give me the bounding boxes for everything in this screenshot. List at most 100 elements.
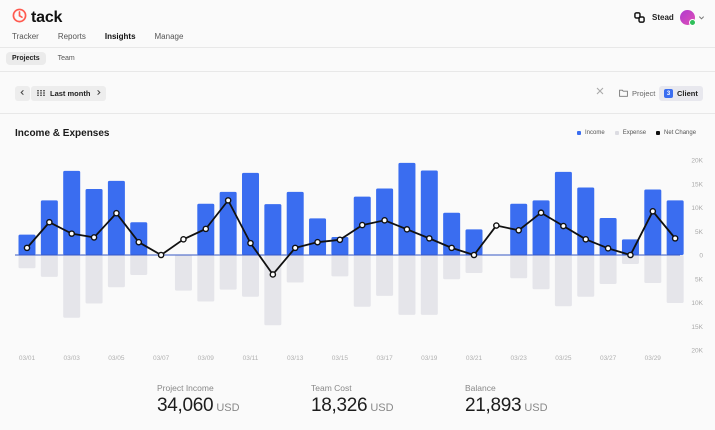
tab-projects[interactable]: Projects <box>6 52 46 65</box>
income-bar <box>331 236 349 255</box>
top-bar: tack Stead <box>0 0 715 30</box>
net-change-point <box>627 251 634 259</box>
chevron-left-icon <box>19 89 26 98</box>
income-bar <box>621 239 639 255</box>
previous-period-button[interactable] <box>15 86 30 101</box>
net-change-point <box>314 238 321 246</box>
nav-manage[interactable]: Manage <box>154 32 184 41</box>
x-tick-label: 03/13 <box>287 355 304 362</box>
filter-bar: Last month Project 3 Client <box>0 80 715 108</box>
x-tick-label: 03/21 <box>466 355 483 362</box>
chevron-down-icon <box>698 8 705 26</box>
x-tick-label: 03/23 <box>511 355 528 362</box>
expense-bar <box>286 255 304 283</box>
divider <box>0 47 715 48</box>
nav-tracker[interactable]: Tracker <box>12 32 39 41</box>
legend-swatch <box>656 131 661 135</box>
stat-number: 34,060 <box>157 395 214 416</box>
expense-bar <box>554 255 572 307</box>
group-by-project-button[interactable]: Project <box>614 86 660 101</box>
chart-legend: Income Expense Net Change <box>577 130 696 136</box>
legend-net-change[interactable]: Net Change <box>656 130 696 136</box>
expense-bar <box>331 255 349 277</box>
chart-title: Income & Expenses <box>15 128 110 139</box>
income-bar <box>130 222 148 255</box>
x-tick-label: 03/05 <box>108 355 125 362</box>
expense-bar <box>63 255 81 318</box>
tab-team[interactable]: Team <box>57 55 75 62</box>
expense-bar <box>107 255 125 288</box>
expense-bar <box>621 255 639 265</box>
expense-bar <box>666 255 684 303</box>
expense-bar <box>197 255 215 302</box>
net-change-point <box>425 235 433 242</box>
y-tick-label: 20K <box>691 348 703 355</box>
income-bar <box>309 218 327 255</box>
divider <box>0 113 715 114</box>
legend-swatch <box>614 131 619 135</box>
x-tick-label: 03/11 <box>243 355 259 362</box>
y-tick-label: 10K <box>691 300 703 307</box>
expense-bar <box>420 255 438 315</box>
income-bar <box>644 189 662 255</box>
income-bar <box>264 204 282 255</box>
expense-bar <box>174 255 192 291</box>
net-change-point <box>68 230 75 237</box>
net-change-line <box>26 199 676 276</box>
logo-clock-icon <box>12 8 27 28</box>
income-bar <box>85 188 103 255</box>
income-expense-chart[interactable]: 20K 15K 10K 5K 0 5K 10K 15K 20K 03/01 03/03 03/05 03… <box>0 150 715 365</box>
divider <box>0 71 715 72</box>
expense-bar <box>398 255 416 315</box>
y-tick-label: 15K <box>691 181 703 188</box>
nav-insights[interactable]: Insights <box>104 32 136 41</box>
app-logo[interactable]: tack <box>12 8 62 28</box>
nav-reports[interactable]: Reports <box>57 32 86 41</box>
next-period-button[interactable] <box>91 86 106 101</box>
stat-balance: Balance 21,893 USD <box>465 383 548 417</box>
expense-bar <box>644 255 662 284</box>
net-change-point <box>515 227 523 234</box>
stat-number: 18,326 <box>311 395 368 416</box>
legend-expense[interactable]: Expense <box>614 130 646 136</box>
stat-value: 34,060 USD <box>157 395 240 417</box>
stat-label: Project Income <box>157 383 214 393</box>
expense-bar <box>577 255 595 297</box>
net-change-point <box>113 209 120 217</box>
sub-tabs: Projects Team <box>6 52 81 65</box>
close-icon[interactable] <box>596 87 604 97</box>
legend-label: Income <box>585 130 605 136</box>
net-change-point <box>649 208 657 215</box>
group-by-client-button[interactable]: 3 Client <box>659 86 703 101</box>
income-bar <box>63 170 81 255</box>
expense-bar <box>242 255 259 297</box>
net-change-point <box>336 236 344 244</box>
expense-bar <box>264 255 282 326</box>
net-change-point <box>202 225 210 233</box>
avatar[interactable] <box>680 9 696 26</box>
y-tick-label: 0 <box>699 253 703 260</box>
calendar-grid-icon <box>37 89 45 98</box>
stat-team-cost: Team Cost 18,326 USD <box>311 383 394 417</box>
expense-bar <box>130 255 148 275</box>
x-tick-label: 03/01 <box>19 355 36 362</box>
income-bar <box>398 162 416 255</box>
user-menu[interactable] <box>680 8 705 26</box>
workspace-switcher[interactable]: Stead <box>632 10 674 24</box>
workspace-name: Stead <box>652 12 674 22</box>
net-change-point <box>180 236 187 243</box>
stat-unit: USD <box>524 402 548 414</box>
net-change-point <box>582 236 590 243</box>
net-change-point <box>247 239 254 247</box>
net-change-point <box>537 209 545 217</box>
period-selector[interactable]: Last month <box>31 86 97 101</box>
legend-income[interactable]: Income <box>577 130 605 136</box>
y-tick-label: 15K <box>691 324 703 331</box>
net-change-point <box>403 226 411 233</box>
x-tick-label: 03/15 <box>332 355 349 362</box>
expense-bar <box>353 255 371 307</box>
net-change-point <box>493 222 500 229</box>
group-project-label: Project <box>632 89 656 98</box>
x-tick-label: 03/09 <box>198 355 215 362</box>
legend-label: Net Change <box>664 130 697 136</box>
